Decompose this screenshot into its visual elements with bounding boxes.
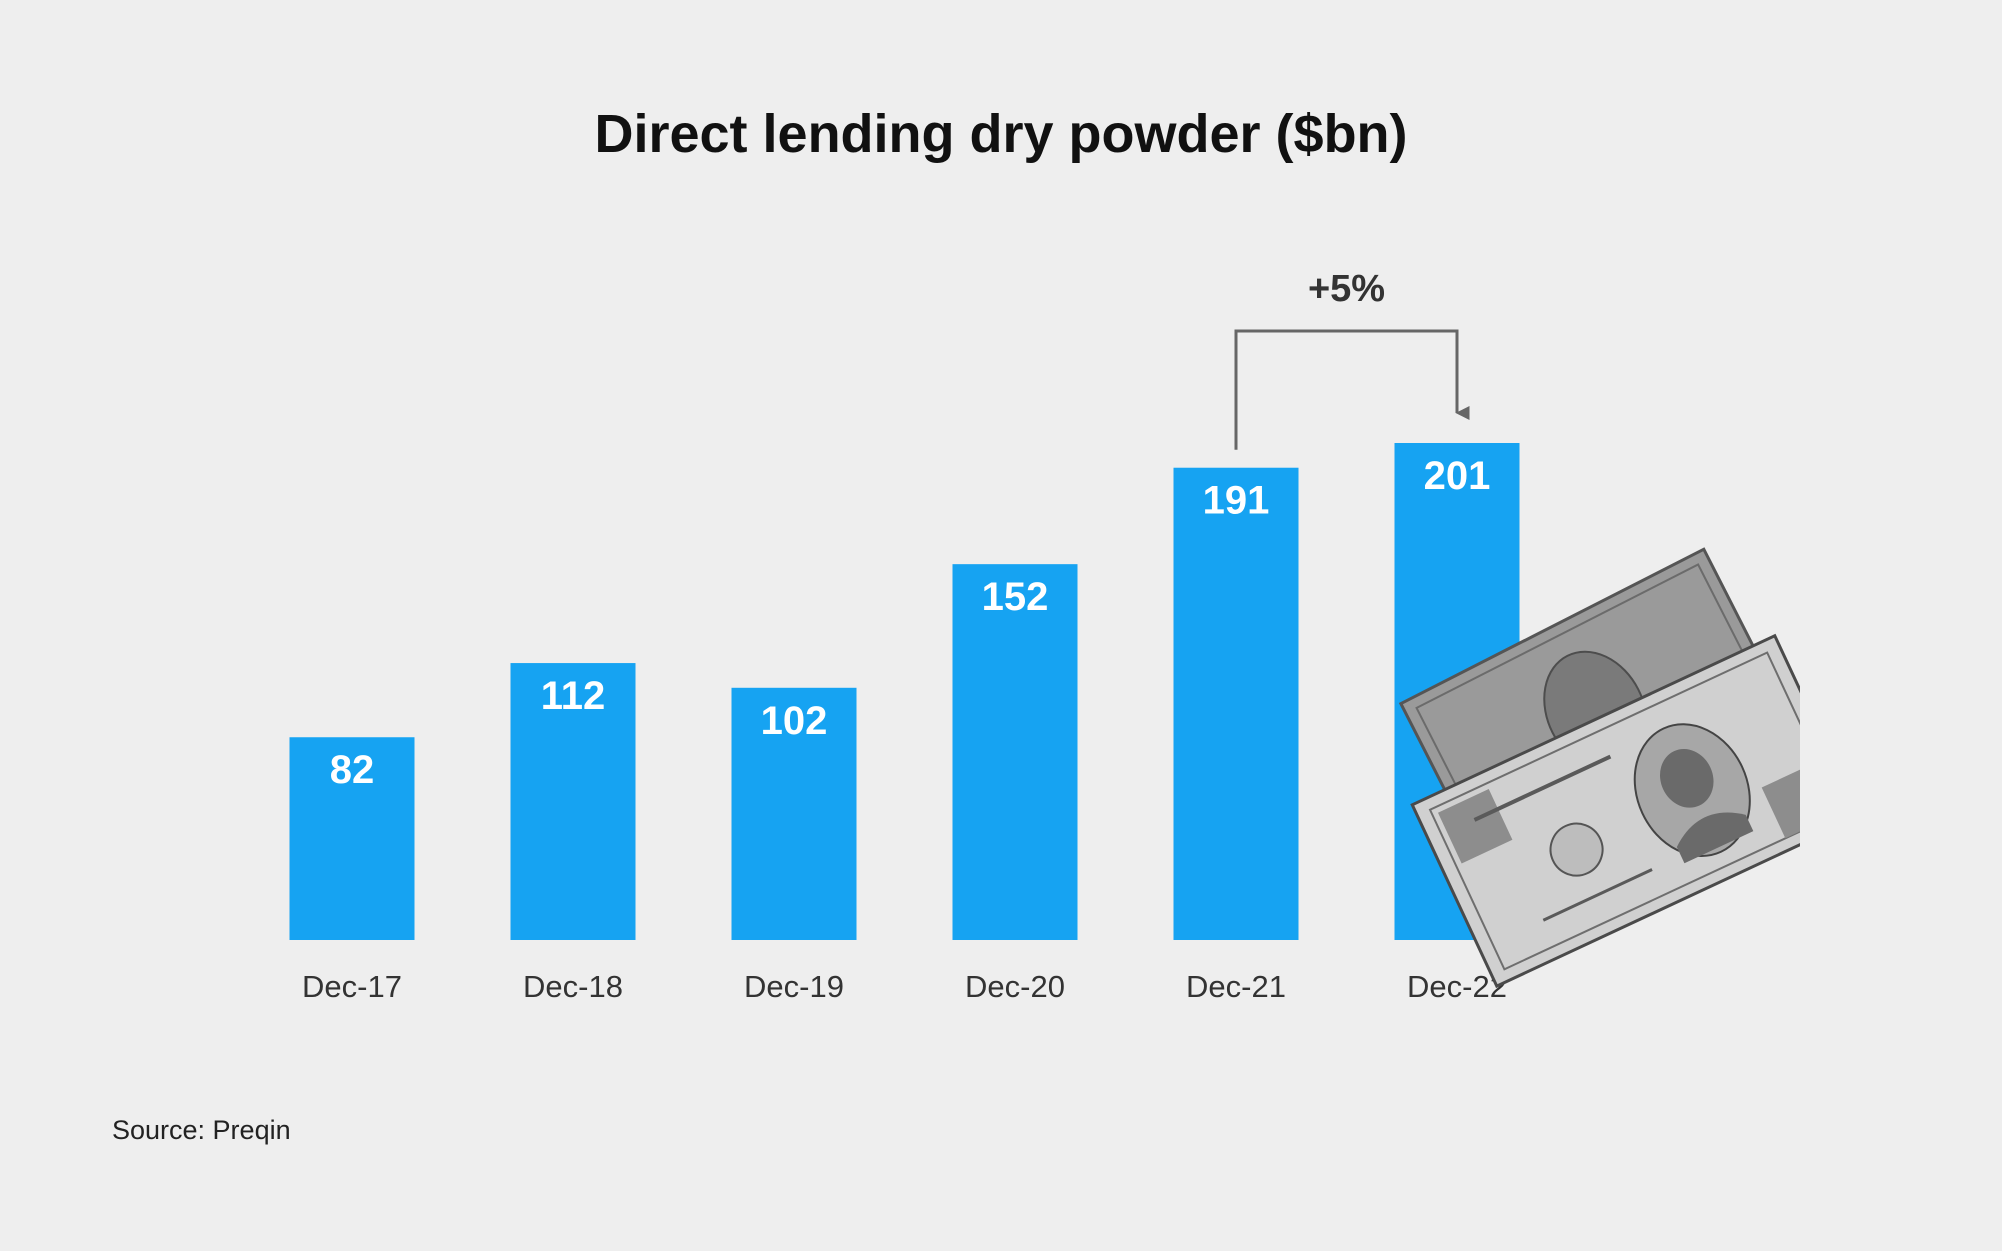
dollar-bills-image (1398, 540, 2002, 989)
x-tick-label: Dec-19 (744, 969, 844, 1004)
x-tick-label: Dec-18 (523, 969, 623, 1004)
chart-title: Direct lending dry powder ($bn) (594, 104, 1407, 164)
x-tick-labels: Dec-17 Dec-18 Dec-19 Dec-20 Dec-21 Dec-22 (302, 969, 1507, 1004)
bar-value-label: 102 (761, 699, 828, 743)
bar-value-label: 82 (330, 748, 375, 792)
bar-labels-group: 82 112 102 152 191 201 (330, 454, 1491, 792)
bar-dec-20 (952, 564, 1078, 940)
bar-dec-17 (289, 737, 415, 940)
bar-dec-21 (1173, 467, 1299, 940)
x-tick-label: Dec-21 (1186, 969, 1286, 1004)
change-label: +5% (1308, 268, 1385, 310)
bars-group (289, 443, 1520, 940)
change-annotation: +5% (1234, 268, 1470, 450)
bar-dec-19 (731, 687, 857, 940)
bar-value-label: 201 (1424, 454, 1491, 498)
bar-value-label: 152 (982, 575, 1049, 619)
x-tick-label: Dec-17 (302, 969, 402, 1004)
bar-value-label: 112 (541, 674, 606, 718)
x-tick-label: Dec-20 (965, 969, 1065, 1004)
change-bracket-arrow (1234, 329, 1470, 450)
bar-value-label: 191 (1203, 479, 1270, 523)
source-note: Source: Preqin (112, 1115, 291, 1145)
bar-dec-18 (510, 663, 636, 940)
